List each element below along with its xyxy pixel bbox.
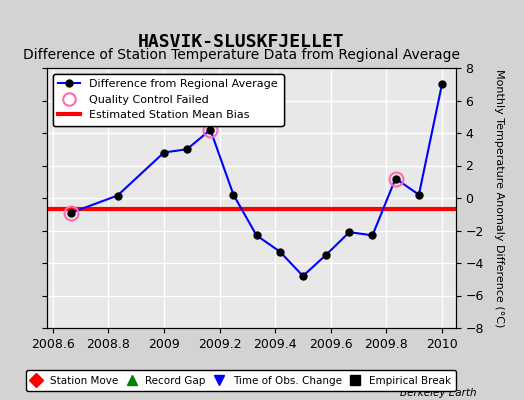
Legend: Difference from Regional Average, Quality Control Failed, Estimated Station Mean: Difference from Regional Average, Qualit… xyxy=(53,74,283,126)
Y-axis label: Monthly Temperature Anomaly Difference (°C): Monthly Temperature Anomaly Difference (… xyxy=(494,69,504,327)
Text: Berkeley Earth: Berkeley Earth xyxy=(400,388,477,398)
Legend: Station Move, Record Gap, Time of Obs. Change, Empirical Break: Station Move, Record Gap, Time of Obs. C… xyxy=(26,370,456,391)
Text: HASVIK-SLUSKFJELLET: HASVIK-SLUSKFJELLET xyxy=(138,33,344,51)
Text: Difference of Station Temperature Data from Regional Average: Difference of Station Temperature Data f… xyxy=(23,48,460,62)
